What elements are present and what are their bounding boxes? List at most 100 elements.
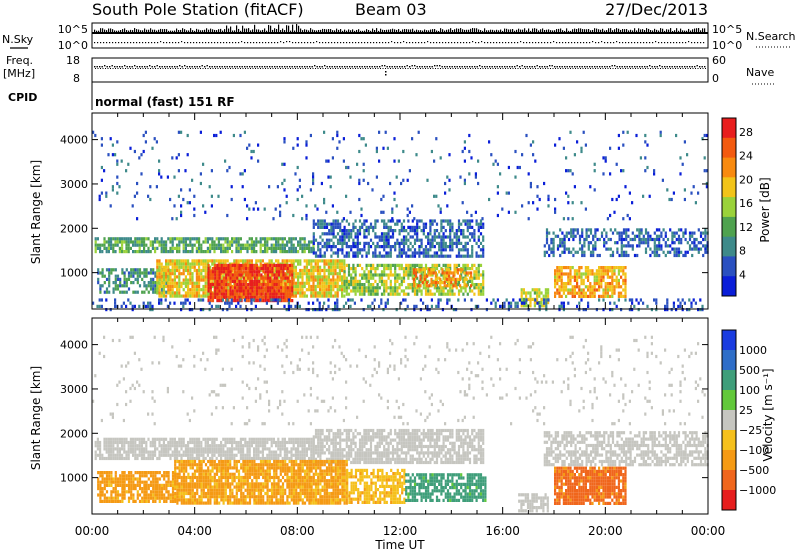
nsky-bar xyxy=(578,28,579,33)
heatmap-cell xyxy=(284,259,286,262)
heatmap-cell xyxy=(580,298,582,301)
nave-dot xyxy=(123,68,124,69)
heatmap-cell xyxy=(385,286,387,289)
heatmap-cell xyxy=(592,251,594,254)
heatmap-cell xyxy=(396,293,398,296)
nsky-bar xyxy=(670,28,671,33)
heatmap-cell xyxy=(323,259,325,262)
heatmap-cell xyxy=(621,251,623,254)
heatmap-cell xyxy=(665,241,667,244)
heatmap-cell xyxy=(545,302,547,305)
heatmap-cell xyxy=(265,289,267,292)
heatmap-cell xyxy=(383,286,385,289)
heatmap-cell xyxy=(252,264,254,267)
heatmap-cell xyxy=(110,237,112,240)
heatmap-cell xyxy=(196,275,198,278)
heatmap-cell xyxy=(110,244,112,247)
heatmap-cell xyxy=(184,298,186,301)
heatmap-cell xyxy=(428,271,430,274)
heatmap-cell xyxy=(383,267,385,270)
heatmap-cell xyxy=(225,267,227,270)
heatmap-cell xyxy=(374,289,376,292)
heatmap-cell xyxy=(588,228,590,231)
nsky-bar xyxy=(124,28,125,33)
heatmap-cell xyxy=(645,228,647,231)
heatmap-cell xyxy=(463,281,465,284)
heatmap-cell xyxy=(139,284,141,287)
heatmap-cell xyxy=(610,228,612,231)
heatmap-cell xyxy=(462,245,464,248)
heatmap-cell xyxy=(256,283,258,286)
heatmap-cell xyxy=(112,144,114,147)
heatmap-cell xyxy=(163,244,165,247)
heatmap-cell xyxy=(165,275,167,278)
nave-dot xyxy=(580,68,581,69)
nsearch-dot xyxy=(202,42,203,43)
nsky-bar xyxy=(684,31,685,33)
heatmap-cell xyxy=(631,298,633,301)
nsearch-dot xyxy=(403,41,404,42)
nave-dot xyxy=(290,68,291,69)
heatmap-cell xyxy=(282,240,284,243)
power-heatmap xyxy=(92,131,709,312)
heatmap-cell xyxy=(363,219,365,222)
freq-dot xyxy=(474,66,475,67)
heatmap-cell xyxy=(539,305,541,308)
heatmap-cell xyxy=(328,232,330,235)
heatmap-cell xyxy=(299,291,301,294)
heatmap-cell xyxy=(326,275,328,278)
heatmap-cell xyxy=(219,270,221,273)
heatmap-cell xyxy=(653,298,655,301)
heatmap-cell xyxy=(543,295,545,298)
heatmap-cell xyxy=(161,291,163,294)
heatmap-cell xyxy=(473,270,475,273)
heatmap-cell xyxy=(574,269,576,272)
heatmap-cell xyxy=(267,280,269,283)
heatmap-cell xyxy=(390,280,392,283)
heatmap-cell xyxy=(150,287,152,290)
heatmap-cell xyxy=(264,240,266,243)
heatmap-cell xyxy=(673,302,675,305)
heatmap-cell xyxy=(265,277,267,280)
heatmap-cell xyxy=(556,266,558,269)
heatmap-cell xyxy=(136,237,138,240)
heatmap-cell xyxy=(557,244,559,247)
heatmap-cell xyxy=(289,273,291,276)
heatmap-cell xyxy=(607,292,609,295)
heatmap-cell xyxy=(360,298,362,301)
heatmap-cell xyxy=(339,266,341,269)
nsky-bar xyxy=(174,31,175,33)
heatmap-cell xyxy=(480,223,482,226)
heatmap-cell xyxy=(645,238,647,241)
nsky-bar xyxy=(602,29,603,33)
heatmap-cell xyxy=(317,226,319,229)
heatmap-cell xyxy=(330,272,332,275)
nsearch-dot xyxy=(355,42,356,43)
heatmap-cell xyxy=(135,268,137,271)
heatmap-cell xyxy=(594,285,596,288)
heatmap-cell xyxy=(156,288,158,291)
heatmap-cell xyxy=(684,302,686,305)
nsearch-dot xyxy=(361,42,362,43)
heatmap-cell xyxy=(234,289,236,292)
nsky-bar xyxy=(394,29,395,33)
nave-dot xyxy=(525,68,526,69)
heatmap-cell xyxy=(399,242,401,245)
heatmap-cell xyxy=(430,278,432,281)
nave-dot xyxy=(178,68,179,69)
heatmap-cell xyxy=(306,259,308,262)
nave-dot xyxy=(258,68,259,69)
freq-dot xyxy=(197,66,198,67)
nsky-bar xyxy=(220,29,221,33)
heatmap-cell xyxy=(429,239,431,242)
heatmap-cell xyxy=(156,291,158,294)
heatmap-cell xyxy=(304,285,306,288)
heatmap-cell xyxy=(187,237,189,240)
freq-dot xyxy=(184,65,185,66)
heatmap-cell xyxy=(124,278,126,281)
heatmap-cell xyxy=(357,280,359,283)
heatmap-cell xyxy=(596,279,598,282)
heatmap-cell xyxy=(529,304,531,307)
nsky-bar xyxy=(158,30,159,33)
heatmap-cell xyxy=(313,223,315,226)
